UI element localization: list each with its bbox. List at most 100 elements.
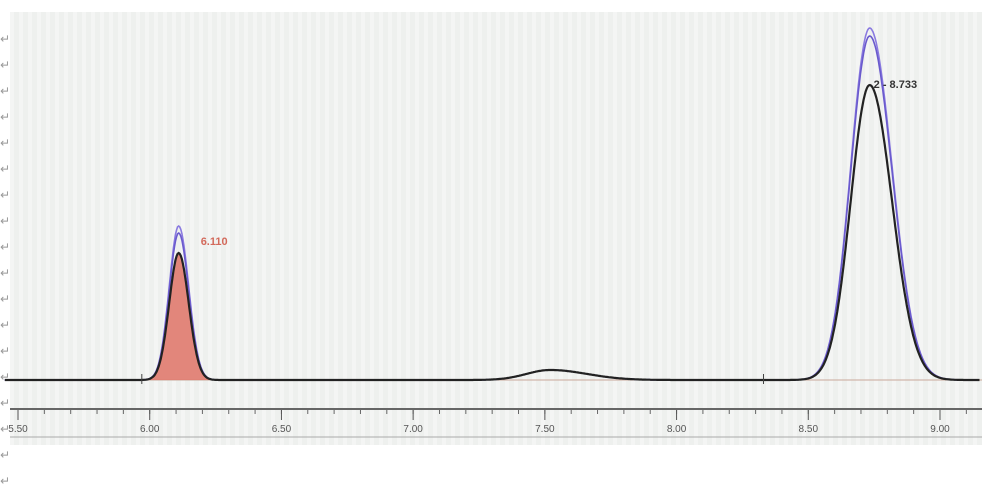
screen-stripe bbox=[793, 12, 797, 445]
x-tick-label: 6.50 bbox=[272, 424, 292, 435]
screen-stripe bbox=[19, 12, 23, 445]
screen-stripe bbox=[955, 12, 959, 445]
x-tick-label: 9.00 bbox=[930, 424, 950, 435]
return-mark: ↵ bbox=[0, 240, 11, 254]
return-mark: ↵ bbox=[0, 474, 11, 488]
screen-stripe bbox=[28, 12, 32, 445]
screen-stripe bbox=[136, 12, 140, 445]
screen-stripe bbox=[208, 12, 212, 445]
return-mark: ↵ bbox=[0, 370, 11, 384]
screen-stripe bbox=[676, 12, 680, 445]
screen-stripe bbox=[91, 12, 95, 445]
screen-stripe bbox=[865, 12, 869, 445]
screen-stripe bbox=[892, 12, 896, 445]
screen-stripe bbox=[856, 12, 860, 445]
screen-stripe bbox=[784, 12, 788, 445]
return-mark: ↵ bbox=[0, 188, 11, 202]
return-mark: ↵ bbox=[0, 344, 11, 358]
screen-stripe bbox=[82, 12, 86, 445]
screen-stripe bbox=[973, 12, 977, 445]
screen-stripe bbox=[604, 12, 608, 445]
screen-stripe bbox=[649, 12, 653, 445]
screen-stripe bbox=[775, 12, 779, 445]
screen-stripe bbox=[154, 12, 158, 445]
x-tick-label: 6.00 bbox=[140, 424, 160, 435]
return-mark: ↵ bbox=[0, 396, 11, 410]
screen-stripe bbox=[703, 12, 707, 445]
screen-stripe bbox=[730, 12, 734, 445]
screen-stripe bbox=[397, 12, 401, 445]
screen-stripe bbox=[757, 12, 761, 445]
screen-stripe bbox=[694, 12, 698, 445]
return-mark: ↵ bbox=[0, 32, 11, 46]
screen-stripe bbox=[181, 12, 185, 445]
x-tick-label: 7.50 bbox=[535, 424, 555, 435]
screen-stripe bbox=[334, 12, 338, 445]
screen-stripe bbox=[262, 12, 266, 445]
screen-stripe bbox=[271, 12, 275, 445]
screen-stripe bbox=[928, 12, 932, 445]
screen-stripe bbox=[568, 12, 572, 445]
screen-stripe bbox=[433, 12, 437, 445]
screen-stripe bbox=[946, 12, 950, 445]
screen-stripe bbox=[127, 12, 131, 445]
screen-stripe bbox=[685, 12, 689, 445]
screen-stripe bbox=[10, 12, 14, 445]
screen-stripe bbox=[532, 12, 536, 445]
return-mark: ↵ bbox=[0, 448, 11, 462]
screen-stripe bbox=[613, 12, 617, 445]
screen-stripe bbox=[361, 12, 365, 445]
screen-stripe bbox=[316, 12, 320, 445]
return-mark: ↵ bbox=[0, 292, 11, 306]
peak-label: 2 - 8.733 bbox=[874, 79, 917, 91]
screen-stripe bbox=[199, 12, 203, 445]
screen-stripe bbox=[712, 12, 716, 445]
screen-stripe bbox=[442, 12, 446, 445]
x-tick-label: 8.00 bbox=[667, 424, 687, 435]
series-line bbox=[4, 83, 980, 382]
screen-stripe bbox=[595, 12, 599, 445]
screen-stripe bbox=[874, 12, 878, 445]
screen-stripe bbox=[910, 12, 914, 445]
screen-stripe bbox=[424, 12, 428, 445]
screen-stripe bbox=[748, 12, 752, 445]
peak-label: 6.110 bbox=[201, 236, 228, 248]
return-mark: ↵ bbox=[0, 84, 11, 98]
screen-stripe bbox=[721, 12, 725, 445]
screen-stripe bbox=[100, 12, 104, 445]
screen-stripe bbox=[811, 12, 815, 445]
screen-stripe bbox=[514, 12, 518, 445]
screen-stripe bbox=[190, 12, 194, 445]
screen-stripe bbox=[631, 12, 635, 445]
screen-stripe bbox=[415, 12, 419, 445]
screen-stripe bbox=[478, 12, 482, 445]
return-mark: ↵ bbox=[0, 266, 11, 280]
return-mark: ↵ bbox=[0, 110, 11, 124]
screen-stripe bbox=[622, 12, 626, 445]
screen-stripe bbox=[289, 12, 293, 445]
chromatogram-screen: ↵ ↵ ↵ ↵ ↵ ↵ ↵ ↵ ↵ ↵ ↵ ↵ ↵ ↵ ↵ ↵ ↵ ↵ 6.110 2 - 8.733 5.50 6.0… bbox=[0, 12, 982, 488]
screen-stripe bbox=[838, 12, 842, 445]
screen-stripe bbox=[559, 12, 563, 445]
screen-stripe bbox=[496, 12, 500, 445]
return-mark: ↵ bbox=[0, 58, 11, 72]
screen-stripe bbox=[352, 12, 356, 445]
screen-stripe bbox=[64, 12, 68, 445]
screen-stripe bbox=[541, 12, 545, 445]
screen-stripe bbox=[109, 12, 113, 445]
screen-stripe bbox=[235, 12, 239, 445]
screen-stripe bbox=[55, 12, 59, 445]
screen-stripe bbox=[505, 12, 509, 445]
screen-stripe bbox=[802, 12, 806, 445]
x-tick-label: 5.50 bbox=[8, 424, 28, 435]
screen-stripe bbox=[244, 12, 248, 445]
screen-stripe bbox=[901, 12, 905, 445]
screen-stripe bbox=[46, 12, 50, 445]
screen-stripe bbox=[640, 12, 644, 445]
screen-stripe bbox=[919, 12, 923, 445]
screen-stripe bbox=[739, 12, 743, 445]
screen-stripe bbox=[118, 12, 122, 445]
screen-stripe bbox=[217, 12, 221, 445]
peak-1-fill bbox=[136, 253, 221, 380]
screen-stripe bbox=[163, 12, 167, 445]
